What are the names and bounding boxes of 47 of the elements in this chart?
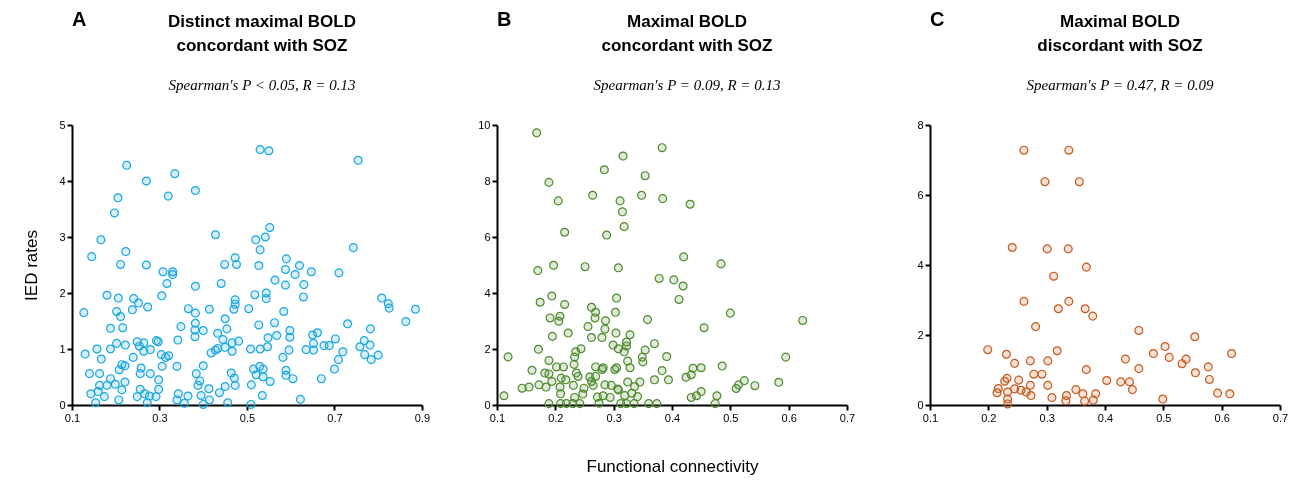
x-tick-label: 0.5 xyxy=(1156,411,1172,424)
x-tick-label: 0.7 xyxy=(1272,411,1289,424)
x-tick-label: 0.6 xyxy=(781,411,797,424)
x-tick-label: 0.7 xyxy=(327,411,343,424)
x-tick-label: 0.3 xyxy=(606,411,622,424)
x-tick-label: 0.1 xyxy=(489,411,506,424)
y-tick-label: 6 xyxy=(484,230,491,243)
y-tick-label: 2 xyxy=(59,286,66,299)
y-tick-label: 8 xyxy=(484,174,491,187)
chart-title: Maximal BOLD concordant with SOZ xyxy=(601,12,773,55)
y-tick-label: 4 xyxy=(59,174,66,187)
text: B xyxy=(497,8,512,30)
x-tick-label: 0.1 xyxy=(64,411,81,424)
x-tick-label: 0.3 xyxy=(152,411,168,424)
x-tick-label: 0.2 xyxy=(548,411,564,424)
x-tick-label: 0.4 xyxy=(664,411,681,424)
chart-subtitle: Spearman's P < 0.05, R = 0.13 xyxy=(168,77,356,93)
y-tick-label: 0 xyxy=(484,398,491,411)
chart-title: Distinct maximal BOLD concordant with SOZ xyxy=(168,12,356,55)
x-tick-label: 0.3 xyxy=(1039,411,1055,424)
y-tick-label: 0 xyxy=(917,398,924,411)
x-tick-label: 0.7 xyxy=(839,411,856,424)
y-tick-label: 6 xyxy=(917,188,924,201)
chart-subtitle: Spearman's P = 0.09, R = 0.13 xyxy=(593,77,781,93)
y-tick-label: 2 xyxy=(917,328,924,341)
y-axis-title: IED rates xyxy=(22,230,42,301)
y-tick-label: 5 xyxy=(59,118,66,131)
y-tick-label: 3 xyxy=(59,230,66,243)
x-tick-label: 0.4 xyxy=(1097,411,1114,424)
text: C xyxy=(930,8,945,30)
y-tick-label: 1 xyxy=(59,342,66,355)
y-tick-label: 10 xyxy=(478,118,491,131)
y-tick-label: 8 xyxy=(917,118,924,131)
y-tick-label: 4 xyxy=(484,286,491,299)
y-tick-label: 4 xyxy=(917,258,924,271)
chart-subtitle: Spearman's P = 0.47, R = 0.09 xyxy=(1026,77,1214,93)
x-tick-label: 0.5 xyxy=(723,411,739,424)
y-tick-label: 2 xyxy=(484,342,491,355)
x-axis-title: Functional connectivity xyxy=(586,456,759,476)
x-tick-label: 0.1 xyxy=(922,411,939,424)
chart-title: Maximal BOLD discordant with SOZ xyxy=(1037,12,1203,55)
x-tick-label: 0.5 xyxy=(239,411,256,424)
text: A xyxy=(72,8,87,30)
y-tick-label: 0 xyxy=(59,398,66,411)
x-tick-label: 0.6 xyxy=(1214,411,1230,424)
x-tick-label: 0.9 xyxy=(414,411,431,424)
x-tick-label: 0.2 xyxy=(981,411,997,424)
